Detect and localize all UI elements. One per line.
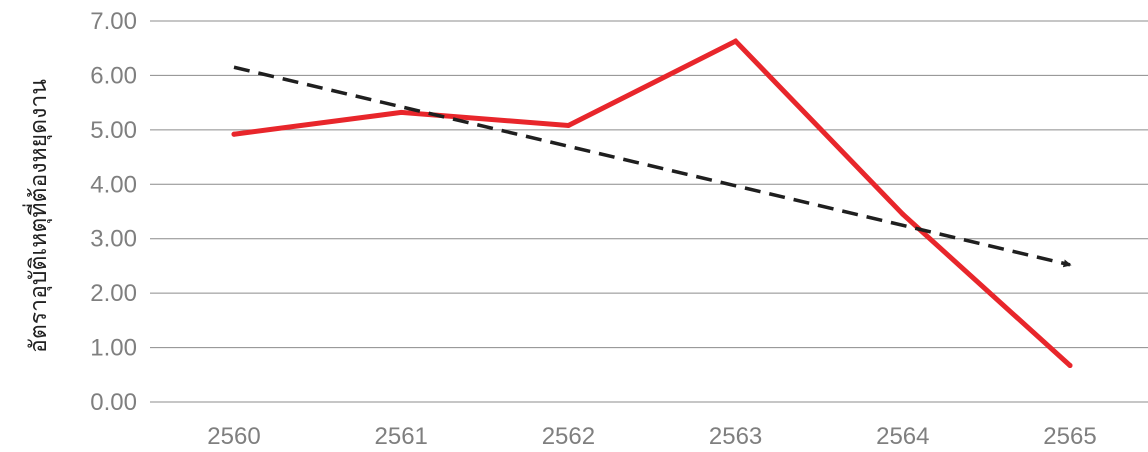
x-tick-label: 2562 <box>542 423 595 450</box>
y-tick-label: 7.00 <box>90 8 137 35</box>
x-tick-label: 2564 <box>876 423 929 450</box>
series-layer <box>231 38 1073 369</box>
x-tick-label: 2561 <box>375 423 428 450</box>
y-tick-label: 2.00 <box>90 280 137 307</box>
trend-line-arrow <box>233 65 1072 268</box>
x-tick-label: 2563 <box>709 423 762 450</box>
y-tick-label: 0.00 <box>90 389 137 416</box>
x-tick-label: 2560 <box>207 423 260 450</box>
x-tick-label: 2565 <box>1043 423 1096 450</box>
y-tick-label: 4.00 <box>90 171 137 198</box>
y-tick-label: 5.00 <box>90 117 137 144</box>
y-tick-label: 1.00 <box>90 335 137 362</box>
y-tick-label: 6.00 <box>90 62 137 89</box>
series-line <box>231 38 1073 369</box>
data-point <box>1067 363 1073 369</box>
data-point <box>398 109 404 115</box>
y-axis-ticks: 0.00 1.00 2.00 3.00 4.00 5.00 6.00 7.00 <box>90 8 137 416</box>
data-point <box>565 123 571 129</box>
gridlines <box>150 20 1148 403</box>
y-axis-label: อัตราอุบัติเหตุที่ต้องหยุดงาน <box>22 79 52 353</box>
data-point <box>231 131 237 137</box>
y-tick-label: 3.00 <box>90 226 137 253</box>
data-point <box>900 211 906 217</box>
x-axis-ticks: 2560 2561 2562 2563 2564 2565 <box>207 423 1096 450</box>
data-point <box>733 38 739 44</box>
